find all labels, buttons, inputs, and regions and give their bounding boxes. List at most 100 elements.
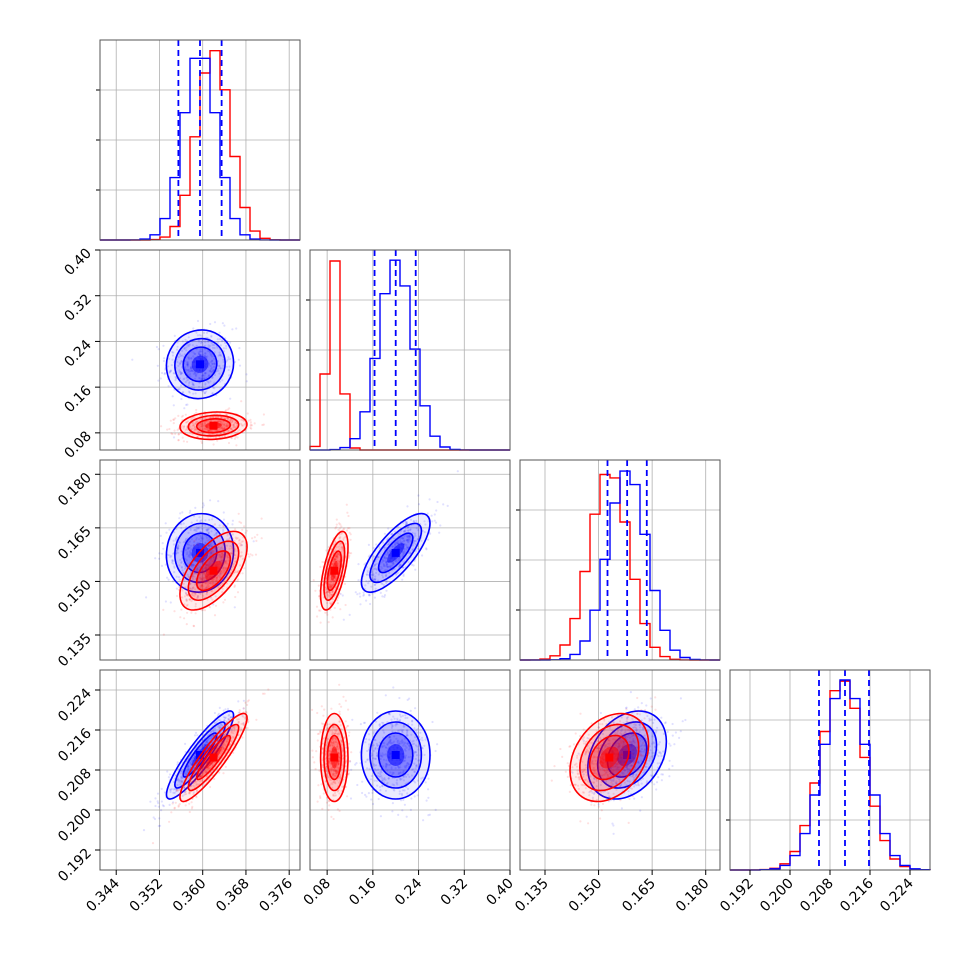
scatter-point — [383, 777, 386, 780]
scatter-point — [381, 765, 385, 768]
scatter-point — [418, 724, 421, 727]
scatter-point — [411, 544, 414, 547]
scatter-point — [232, 725, 235, 728]
scatter-point — [181, 794, 184, 797]
scatter-point — [368, 579, 371, 583]
scatter-point — [170, 432, 173, 435]
scatter-point — [403, 725, 406, 728]
scatter-point — [396, 571, 399, 574]
scatter-point — [185, 792, 188, 796]
scatter-point — [393, 544, 396, 547]
scatter-point — [191, 565, 194, 568]
scatter-point — [204, 566, 207, 569]
scatter-point — [222, 432, 225, 435]
scatter-point — [211, 582, 215, 585]
scatter-point — [200, 585, 203, 588]
scatter-point — [235, 537, 238, 540]
scatter-point — [332, 598, 335, 601]
scatter-point — [386, 743, 389, 746]
scatter-point — [189, 375, 192, 378]
scatter-point — [332, 551, 335, 554]
scatter-point — [240, 728, 243, 731]
scatter-point — [186, 551, 189, 554]
scatter-point — [185, 559, 188, 562]
scatter-point — [213, 560, 216, 563]
scatter-point — [182, 440, 185, 443]
scatter-point — [240, 554, 243, 557]
scatter-point — [234, 435, 237, 438]
scatter-point — [336, 790, 339, 793]
scatter-point — [378, 775, 382, 778]
scatter-point — [325, 588, 328, 591]
scatter-point — [397, 766, 400, 769]
scatter-point — [396, 560, 399, 563]
scatter-point — [421, 747, 424, 750]
scatter-point — [388, 763, 391, 767]
scatter-point — [161, 552, 164, 555]
scatter-point — [186, 379, 189, 382]
scatter-point — [206, 355, 209, 358]
scatter-point — [193, 544, 196, 547]
scatter-point — [206, 529, 209, 532]
scatter-point — [411, 719, 414, 722]
scatter-point — [348, 552, 351, 555]
scatter-point — [184, 338, 187, 341]
scatter-point — [404, 745, 407, 748]
scatter-point — [213, 362, 216, 365]
scatter-point — [241, 572, 244, 575]
scatter-point — [178, 585, 181, 589]
scatter-point — [337, 762, 340, 765]
scatter-point — [224, 547, 227, 550]
scatter-point — [391, 545, 394, 548]
scatter-point — [389, 739, 392, 742]
scatter-point — [193, 424, 196, 427]
scatter-point — [342, 528, 345, 531]
scatter-point — [387, 527, 390, 530]
scatter-point — [188, 382, 191, 385]
scatter-point — [220, 741, 224, 744]
scatter-point — [403, 737, 406, 740]
scatter-point — [411, 723, 414, 726]
scatter-point — [386, 769, 389, 772]
scatter-point — [188, 598, 191, 601]
scatter-point — [210, 552, 213, 555]
scatter-point — [192, 782, 195, 785]
scatter-point — [372, 763, 375, 766]
scatter-point — [223, 417, 226, 420]
scatter-point — [407, 763, 410, 766]
scatter-point — [196, 596, 199, 599]
scatter-point — [412, 520, 415, 523]
scatter-point — [403, 530, 406, 533]
scatter-point — [172, 552, 175, 555]
scatter-point — [418, 759, 421, 762]
scatter-point — [177, 777, 180, 780]
scatter-point — [238, 347, 241, 350]
scatter-point — [393, 784, 396, 787]
scatter-point — [154, 797, 157, 800]
scatter-point — [401, 541, 404, 544]
scatter-point — [327, 775, 330, 778]
scatter-point — [222, 716, 225, 719]
scatter-point — [223, 423, 226, 426]
scatter-point — [173, 565, 176, 568]
scatter-point — [213, 357, 216, 360]
scatter-point — [418, 735, 421, 738]
scatter-point — [335, 523, 338, 526]
scatter-point — [162, 633, 165, 636]
scatter-point — [203, 587, 207, 590]
scatter-point — [409, 759, 412, 762]
scatter-point — [234, 420, 237, 423]
scatter-point — [225, 576, 228, 579]
scatter-point — [151, 842, 155, 845]
scatter-point — [222, 740, 225, 743]
scatter-point — [395, 542, 398, 545]
panel-frame — [309, 459, 511, 661]
scatter-point — [420, 777, 423, 780]
scatter-point — [219, 367, 222, 370]
scatter-point — [395, 737, 398, 740]
scatter-point — [196, 789, 199, 792]
scatter-point — [204, 341, 207, 344]
scatter-point — [218, 524, 221, 527]
scatter-point — [188, 543, 191, 546]
scatter-point — [222, 740, 225, 743]
